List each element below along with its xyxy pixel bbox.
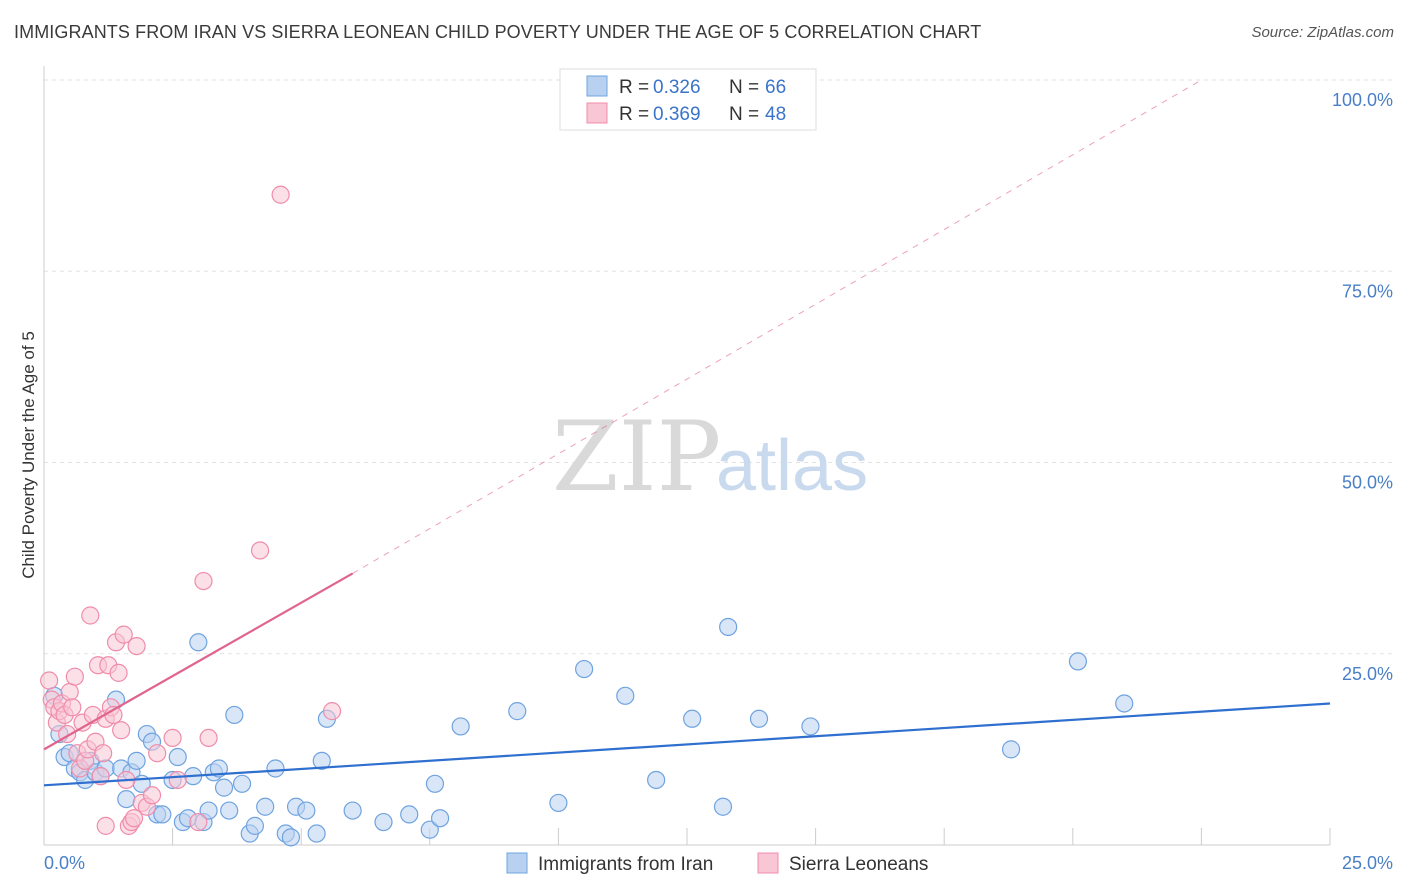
bottom-legend-label-sierra-leone: Sierra Leoneans [789, 854, 928, 875]
bottom-legend: Immigrants from Iran Sierra Leoneans [506, 852, 928, 875]
legend-n-value-sierra-leone: 48 [765, 104, 786, 125]
sierra-leone-point [127, 636, 146, 656]
iran-point [297, 801, 316, 820]
sierra-leone-point [112, 721, 131, 740]
y-tick-label: 25.0% [1342, 664, 1393, 684]
sierra-leone-point [65, 667, 84, 686]
iran-point [281, 828, 301, 847]
iran-point [220, 801, 239, 820]
legend-swatch-iran [586, 75, 608, 97]
bottom-legend-label-iran: Immigrants from Iran [538, 854, 713, 875]
iran-point [616, 686, 635, 705]
trendline-sierra-leone [43, 572, 354, 751]
iran-point [245, 816, 265, 835]
x-tick-label-min: 0.0% [44, 853, 85, 873]
watermark-atlas: atlas [716, 426, 868, 506]
iran-point [214, 778, 234, 797]
iran-point [683, 709, 702, 728]
trendline-extension-sierra-leone [352, 79, 1202, 574]
iran-point [400, 805, 419, 824]
legend-r-value-sierra-leone: 0.369 [653, 104, 701, 125]
legend-r-value-iran: 0.326 [653, 77, 701, 98]
trendlines [43, 79, 1331, 787]
sierra-leone-point [322, 702, 342, 721]
iran-point [199, 801, 218, 820]
sierra-leone-point [271, 185, 290, 204]
legend-n-label-sierra-leone: N = [729, 104, 759, 125]
iran-point [256, 797, 275, 816]
iran-point [801, 717, 820, 736]
iran-point [430, 809, 450, 828]
iran-point [127, 751, 146, 770]
sierra-leone-point [142, 786, 162, 805]
iran-point [232, 774, 252, 793]
sierra-leone-point [168, 770, 187, 790]
sierra-leone-point [96, 816, 115, 835]
y-tick-label: 75.0% [1342, 281, 1393, 301]
legend-r-label-sierra-leone: R = [619, 104, 649, 125]
sierra-leone-point [40, 671, 59, 690]
sierra-leone-point [199, 728, 218, 748]
chart-title: IMMIGRANTS FROM IRAN VS SIERRA LEONEAN C… [14, 22, 982, 42]
iran-point [266, 759, 285, 778]
sierra-leone-point [114, 625, 133, 644]
y-tick-labels: 25.0% 50.0% 75.0% 100.0% [1332, 90, 1393, 684]
bottom-legend-swatch-sierra-leone [757, 852, 779, 874]
iran-point [549, 793, 568, 813]
watermark: ZIP atlas [552, 401, 868, 513]
iran-point [713, 797, 733, 816]
sierra-leone-point [63, 698, 82, 717]
iran-point [425, 774, 445, 793]
iran-point [749, 709, 769, 728]
iran-point [647, 770, 666, 790]
iran-point [307, 824, 326, 843]
iran-point [451, 717, 470, 736]
y-axis-label: Child Poverty Under the Age of 5 [19, 331, 38, 579]
iran-point [312, 751, 331, 770]
iran-point [343, 801, 362, 820]
legend-n-value-iran: 66 [765, 77, 786, 98]
sierra-leone-point [163, 728, 182, 748]
iran-point [1068, 652, 1088, 671]
sierra-leone-point [94, 744, 113, 763]
y-tick-label: 50.0% [1342, 473, 1393, 493]
iran-point [719, 617, 738, 637]
legend-n-label-iran: N = [729, 77, 759, 98]
iran-point [225, 705, 244, 725]
trendline-iran [43, 702, 1331, 787]
y-tick-label: 100.0% [1332, 90, 1393, 110]
iran-point [374, 812, 393, 832]
legend-swatch-sierra-leone [586, 102, 608, 124]
iran-point [508, 702, 527, 721]
sierra-leone-point [189, 812, 208, 832]
iran-point [153, 805, 172, 824]
chart-source: Source: ZipAtlas.com [1251, 24, 1394, 41]
sierra-leone-point [60, 682, 79, 702]
sierra-leone-point [194, 571, 213, 591]
iran-point [117, 789, 136, 809]
gridlines [44, 79, 1395, 655]
iran-point [209, 759, 228, 778]
bottom-legend-swatch-iran [506, 852, 528, 874]
iran-point [1115, 694, 1134, 713]
iran-point [189, 633, 208, 652]
sierra-leone-point [250, 541, 270, 560]
sierra-leone-point [148, 744, 167, 763]
watermark-zip: ZIP [552, 401, 721, 513]
x-tick-label-max: 25.0% [1342, 853, 1393, 873]
sierra-leone-point [124, 809, 144, 828]
iran-point [1001, 740, 1021, 759]
sierra-leone-point [109, 663, 128, 682]
top-legend: R = 0.326 N = 66 R = 0.369 N = 48 [559, 68, 817, 131]
x-tick-marks [43, 828, 1331, 845]
legend-r-label-iran: R = [619, 77, 649, 98]
iran-point [168, 747, 187, 767]
iran-point [575, 659, 594, 679]
sierra-leone-point [81, 606, 100, 625]
series-sierra-leone-points [40, 185, 342, 835]
iran-point [420, 820, 439, 839]
